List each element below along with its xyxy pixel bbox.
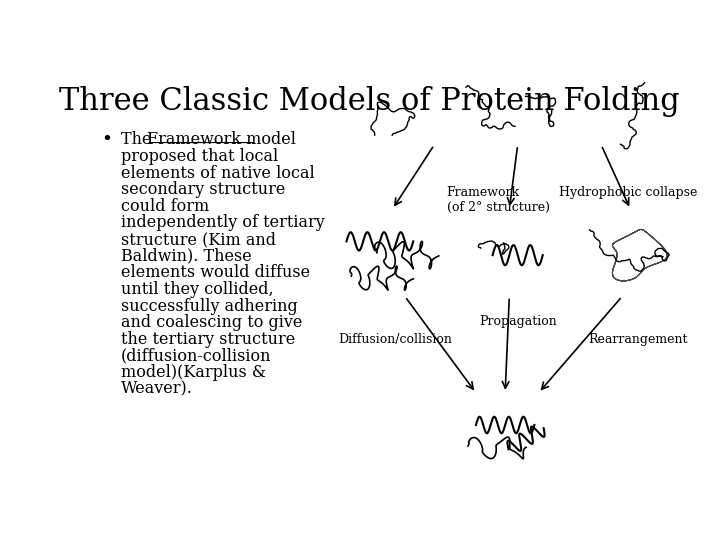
Text: secondary structure: secondary structure xyxy=(121,181,285,198)
Text: (diffusion-collision: (diffusion-collision xyxy=(121,348,271,364)
Text: independently of tertiary: independently of tertiary xyxy=(121,214,325,232)
Text: Hydrophobic collapse: Hydrophobic collapse xyxy=(559,186,697,199)
Text: proposed that local: proposed that local xyxy=(121,148,278,165)
Text: model)(Karplus &: model)(Karplus & xyxy=(121,364,266,381)
Text: structure (Kim and: structure (Kim and xyxy=(121,231,276,248)
Text: Rearrangement: Rearrangement xyxy=(589,333,688,346)
Text: elements of native local: elements of native local xyxy=(121,165,315,181)
Text: Weaver).: Weaver). xyxy=(121,381,192,398)
Text: Baldwin). These: Baldwin). These xyxy=(121,248,251,265)
Text: successfully adhering: successfully adhering xyxy=(121,298,297,315)
Text: Framework
(of 2° structure): Framework (of 2° structure) xyxy=(446,186,549,214)
Text: Three Classic Models of Protein Folding: Three Classic Models of Protein Folding xyxy=(58,85,680,117)
Text: Propagation: Propagation xyxy=(479,315,557,328)
Text: elements would diffuse: elements would diffuse xyxy=(121,265,310,281)
Text: could form: could form xyxy=(121,198,209,215)
Text: until they collided,: until they collided, xyxy=(121,281,274,298)
Text: •: • xyxy=(101,131,112,150)
Text: Framework model: Framework model xyxy=(148,131,297,148)
Text: and coalescing to give: and coalescing to give xyxy=(121,314,302,331)
Text: The: The xyxy=(121,131,156,148)
Text: Diffusion/collision: Diffusion/collision xyxy=(338,333,452,346)
Text: the tertiary structure: the tertiary structure xyxy=(121,331,295,348)
